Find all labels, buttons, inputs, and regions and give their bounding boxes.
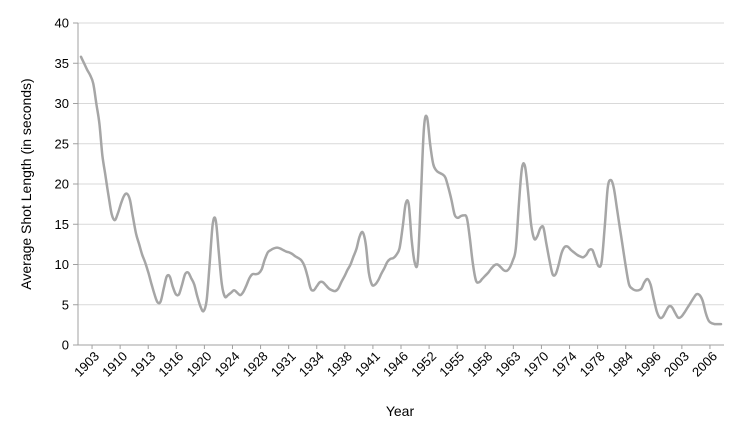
y-tick-label: 10	[55, 257, 69, 272]
x-tick-label: 1910	[99, 349, 130, 380]
x-tick-label: 1955	[436, 349, 467, 380]
x-tick-label: 2006	[689, 349, 720, 380]
series-line	[79, 55, 723, 326]
x-tick-label: 1978	[577, 349, 608, 380]
x-axis-title: Year	[386, 403, 415, 419]
x-tick-label: 1941	[352, 349, 383, 380]
x-tick-label: 1963	[492, 349, 523, 380]
x-tick-label: 1984	[605, 349, 636, 380]
x-tick-label: 1928	[240, 349, 271, 380]
x-axis-ticks: 1903191019131916192019241928193119341938…	[71, 345, 720, 380]
y-tick-label: 40	[55, 16, 69, 31]
y-tick-label: 30	[55, 96, 69, 111]
x-tick-label: 1931	[268, 349, 299, 380]
x-tick-label: 1913	[127, 349, 158, 380]
y-tick-label: 35	[55, 56, 69, 71]
x-tick-label: 2003	[661, 349, 692, 380]
gridlines	[78, 22, 724, 306]
x-tick-label: 1934	[296, 349, 327, 380]
y-axis-ticks: 0 5 10 15 20 25 30 35 40	[55, 16, 78, 353]
x-tick-label: 1946	[380, 349, 411, 380]
x-tick-label: 1916	[155, 349, 186, 380]
x-tick-label: 1974	[549, 349, 580, 380]
y-axis-title: Average Shot Length (in seconds)	[18, 78, 34, 289]
y-tick-label: 0	[62, 338, 69, 353]
x-tick-label: 1924	[212, 349, 243, 380]
x-tick-label: 1952	[408, 349, 439, 380]
x-tick-label: 1920	[183, 349, 214, 380]
x-tick-label: 1996	[633, 349, 664, 380]
y-tick-label: 20	[55, 177, 69, 192]
x-tick-label: 1958	[464, 349, 495, 380]
y-tick-label: 5	[62, 297, 69, 312]
y-tick-label: 25	[55, 136, 69, 151]
y-tick-label: 15	[55, 217, 69, 232]
x-tick-label: 1970	[520, 349, 551, 380]
x-tick-label: 1938	[324, 349, 355, 380]
x-tick-label: 1903	[71, 349, 102, 380]
